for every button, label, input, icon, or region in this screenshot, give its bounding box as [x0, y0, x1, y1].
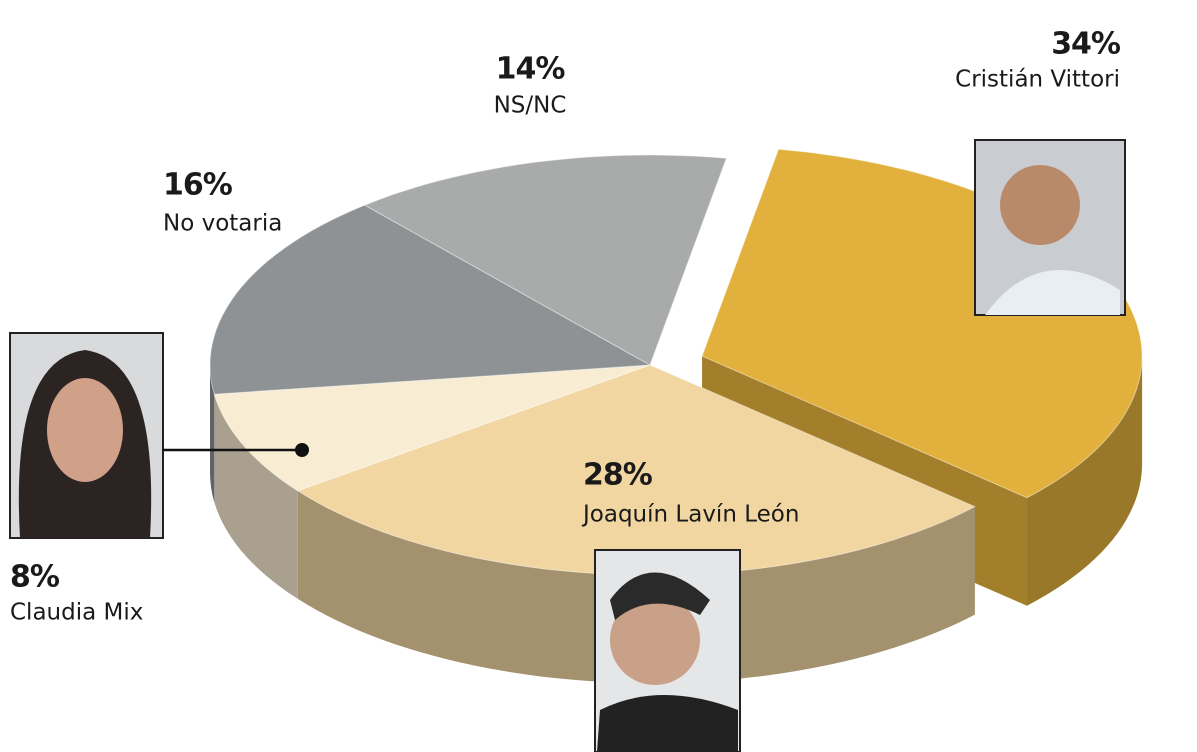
- value-label: 28%: [583, 458, 653, 493]
- slice: [209, 204, 652, 395]
- slice-wall: [1027, 356, 1143, 606]
- category-label: Claudia Mix: [10, 600, 143, 626]
- value-label: 14%: [496, 52, 566, 87]
- slice: [363, 154, 728, 366]
- photo-face: [47, 378, 123, 482]
- photo-face: [1000, 165, 1080, 245]
- value-label: 34%: [1051, 27, 1121, 62]
- value-label: 16%: [163, 168, 233, 203]
- category-label: No votaria: [163, 211, 282, 237]
- category-label: NS/NC: [494, 93, 567, 119]
- category-label: Joaquín Lavín León: [581, 502, 799, 528]
- slice-wall: [214, 394, 298, 599]
- photo-face: [610, 595, 700, 685]
- leader-dot: [295, 443, 309, 457]
- photo-shirt: [985, 270, 1120, 315]
- category-label: Cristián Vittori: [955, 67, 1120, 93]
- photo-hair: [610, 572, 710, 620]
- labels: 34% Cristián Vittori 28% Joaquín Lavín León…: [10, 27, 1122, 626]
- photos: [9, 139, 1126, 752]
- photo-jacket: [597, 695, 738, 752]
- slice-wall: [210, 365, 215, 503]
- value-label: 8%: [10, 560, 60, 595]
- slice: [213, 364, 651, 492]
